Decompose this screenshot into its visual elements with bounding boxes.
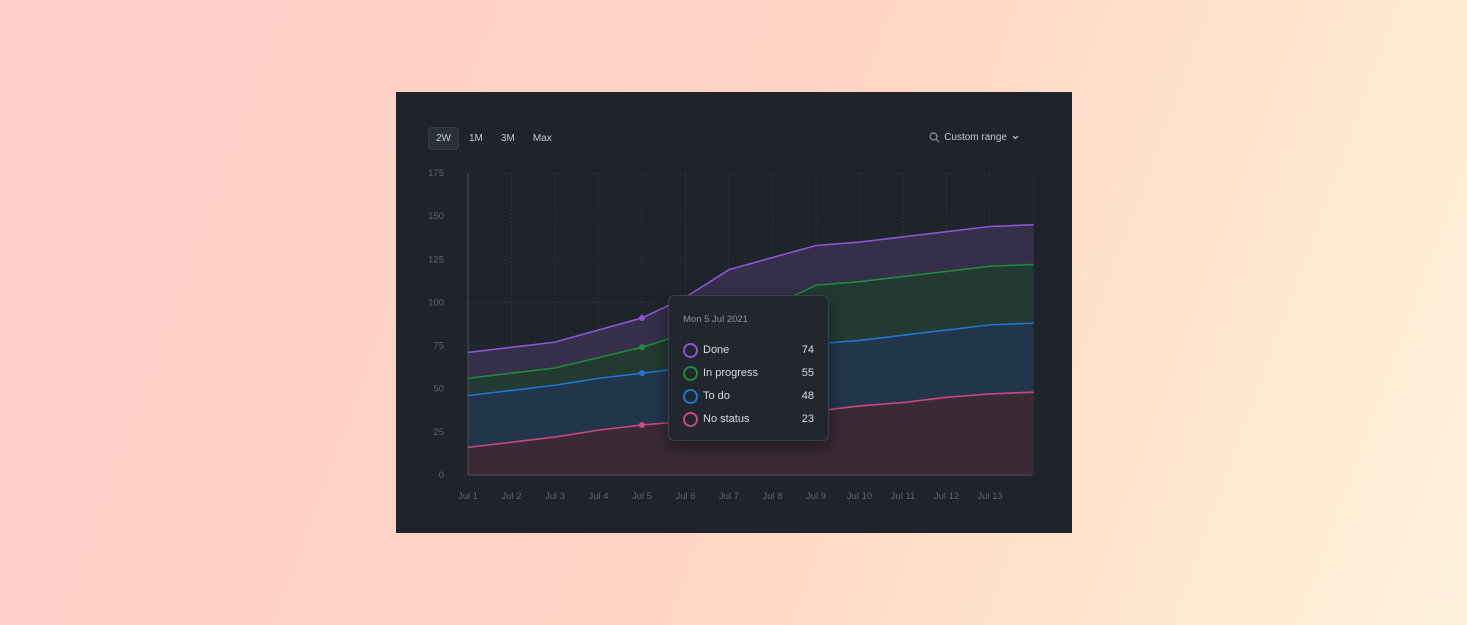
x-tick-label: Jul 4 — [588, 491, 608, 502]
tooltip-row-in-progress: In progress 55 — [683, 364, 814, 382]
point-done — [639, 314, 645, 321]
no-status-legend-icon — [683, 411, 698, 427]
x-tick-label: Jul 9 — [806, 491, 826, 502]
y-tick-label: 125 — [428, 254, 444, 265]
tab-1m[interactable]: 1M — [469, 133, 483, 144]
x-tick-label: Jul 7 — [719, 491, 739, 502]
y-tick-label: 0 — [439, 470, 444, 481]
tooltip-row-to-do: To do 48 — [683, 387, 814, 405]
tooltip-label: No status — [703, 413, 750, 425]
x-tick-label: Jul 5 — [632, 491, 652, 502]
x-tick-label: Jul 10 — [847, 491, 872, 502]
point-to-do — [639, 370, 645, 377]
point-in-progress — [639, 344, 645, 351]
search-icon — [929, 132, 940, 143]
y-tick-label: 175 — [428, 168, 444, 179]
custom-range-dropdown[interactable]: Custom range — [929, 132, 1020, 143]
line-done — [467, 223, 1034, 354]
tooltip-label: Done — [703, 344, 730, 356]
to-do-legend-icon — [683, 388, 698, 404]
x-tick-label: Jul 13 — [977, 491, 1002, 502]
tooltip-row-no-status: No status 23 — [683, 410, 814, 428]
x-tick-label: Jul 8 — [762, 491, 782, 502]
y-tick-label: 100 — [428, 297, 444, 308]
tab-max[interactable]: Max — [532, 133, 552, 144]
time-range-tabs: 2W 1M 3M Max — [428, 127, 560, 150]
x-tick-label: Jul 11 — [891, 491, 916, 502]
y-tick-label: 150 — [428, 211, 444, 222]
tooltip-value: 23 — [801, 413, 814, 425]
tooltip-value: 55 — [801, 367, 814, 379]
y-tick-label: 75 — [433, 341, 444, 352]
tooltip-value: 74 — [801, 344, 814, 356]
chart-tooltip: Mon 5 Jul 2021 Done 74 In progress 55 To d… — [668, 295, 829, 441]
x-tick-label: Jul 1 — [458, 491, 478, 502]
tab-3m[interactable]: 3M — [500, 133, 515, 144]
x-tick-label: Jul 6 — [675, 491, 695, 502]
done-legend-icon — [683, 342, 698, 358]
chart-panel: 0 25 50 75 100 125 150 175 Jul 1 Jul 2 Jul 3 Jul 4 J… — [396, 92, 1072, 533]
x-tick-label: Jul 2 — [501, 491, 521, 502]
x-tick-label: Jul 3 — [545, 491, 565, 502]
tooltip-row-done: Done 74 — [683, 341, 814, 359]
chevron-down-icon — [1012, 135, 1019, 140]
y-tick-label: 25 — [433, 427, 444, 438]
x-tick-label: Jul 12 — [934, 491, 959, 502]
tooltip-label: To do — [703, 390, 730, 402]
tooltip-date: Mon 5 Jul 2021 — [683, 314, 748, 325]
custom-range-label: Custom range — [944, 132, 1007, 143]
tooltip-label: In progress — [703, 367, 759, 379]
in-progress-legend-icon — [683, 365, 698, 381]
tooltip-value: 48 — [801, 390, 814, 402]
point-no-status — [639, 421, 645, 428]
tab-2w[interactable]: 2W — [428, 127, 459, 150]
y-tick-label: 50 — [433, 384, 444, 395]
